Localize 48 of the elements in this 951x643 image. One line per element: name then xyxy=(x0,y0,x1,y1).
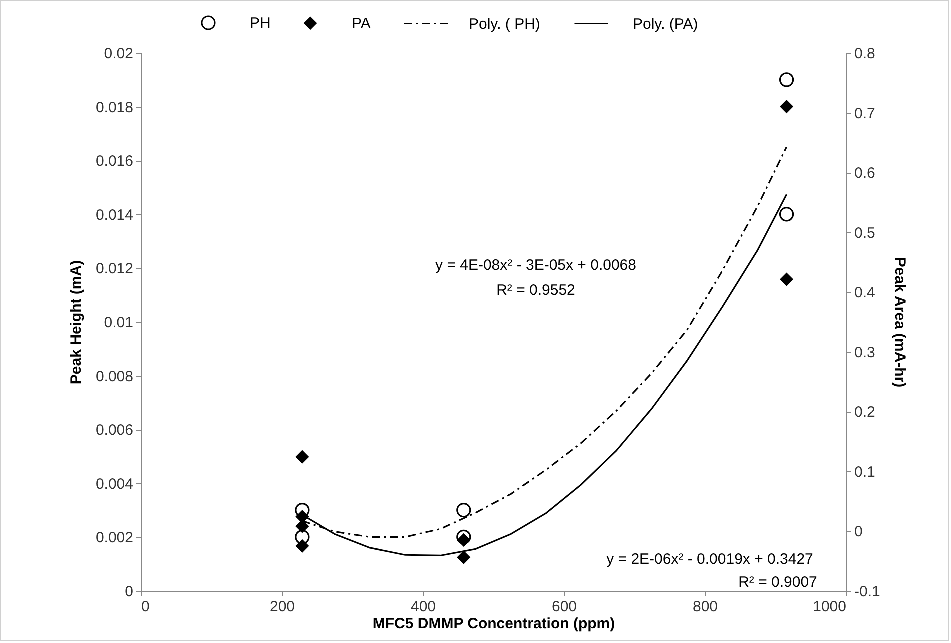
point xyxy=(780,273,794,286)
y-tick-label: 0.018 xyxy=(96,99,134,116)
y2-tick-label: -0.1 xyxy=(854,584,880,600)
y2-tick-label: 0.8 xyxy=(854,46,876,62)
legend-label: Poly. ( PH) xyxy=(469,16,540,33)
y-tick-label: 0 xyxy=(125,584,134,600)
y-tick-label: 0.008 xyxy=(96,368,134,386)
point xyxy=(296,450,309,464)
annotation: R² = 0.9007 xyxy=(738,574,818,591)
y-tick-label: 0.004 xyxy=(96,476,134,493)
legend-label: PA xyxy=(352,15,371,32)
annotation: R² = 0.9552 xyxy=(496,282,576,299)
x-tick-label: 600 xyxy=(552,598,578,616)
y2-tick-label: 0.3 xyxy=(854,344,876,362)
point xyxy=(456,530,472,545)
x-tick-label: 200 xyxy=(270,598,296,616)
legend-label: Poly. (PA) xyxy=(633,16,698,33)
y-tick-label: 0.014 xyxy=(96,206,134,224)
y2-tick-label: 0.1 xyxy=(854,464,876,481)
y2-axis-title: Peak Area (mA-hr) xyxy=(891,257,908,388)
x-tick-label: 0 xyxy=(142,598,150,616)
x-tick-label: 400 xyxy=(410,598,436,616)
y-tick-label: 0.016 xyxy=(96,153,134,170)
y-tick-label: 0.02 xyxy=(104,46,134,62)
x-tick-label: 800 xyxy=(692,598,718,616)
point xyxy=(457,551,470,564)
y-axis-title: Peak Height (mA) xyxy=(68,260,85,385)
y-tick-label: 0.012 xyxy=(96,260,134,278)
y-tick-label: 0.01 xyxy=(104,314,134,332)
x-tick-label: 1000 xyxy=(813,598,846,616)
y2-tick-label: 0 xyxy=(854,524,863,541)
y2-tick-label: 0.6 xyxy=(854,165,876,182)
y-tick-label: 0.002 xyxy=(96,530,134,547)
legend-label: PH xyxy=(250,14,271,32)
y-tick-label: 0.006 xyxy=(96,422,134,440)
x-axis-title: MFC5 DMMP Concentration (ppm) xyxy=(372,616,616,632)
point xyxy=(779,207,794,222)
point xyxy=(456,502,472,518)
y2-tick-label: 0.7 xyxy=(854,105,876,122)
y2-tick-label: 0.4 xyxy=(854,284,876,302)
point xyxy=(780,100,794,114)
annotation: y = 2E-06x² - 0.0019x + 0.3427 xyxy=(606,551,814,568)
point xyxy=(779,72,794,88)
annotation: y = 4E-08x² - 3E-05x + 0.0068 xyxy=(436,257,636,274)
point xyxy=(295,530,310,545)
y2-tick-label: 0.2 xyxy=(854,404,876,422)
y2-tick-label: 0.5 xyxy=(854,224,876,242)
point xyxy=(296,520,309,533)
